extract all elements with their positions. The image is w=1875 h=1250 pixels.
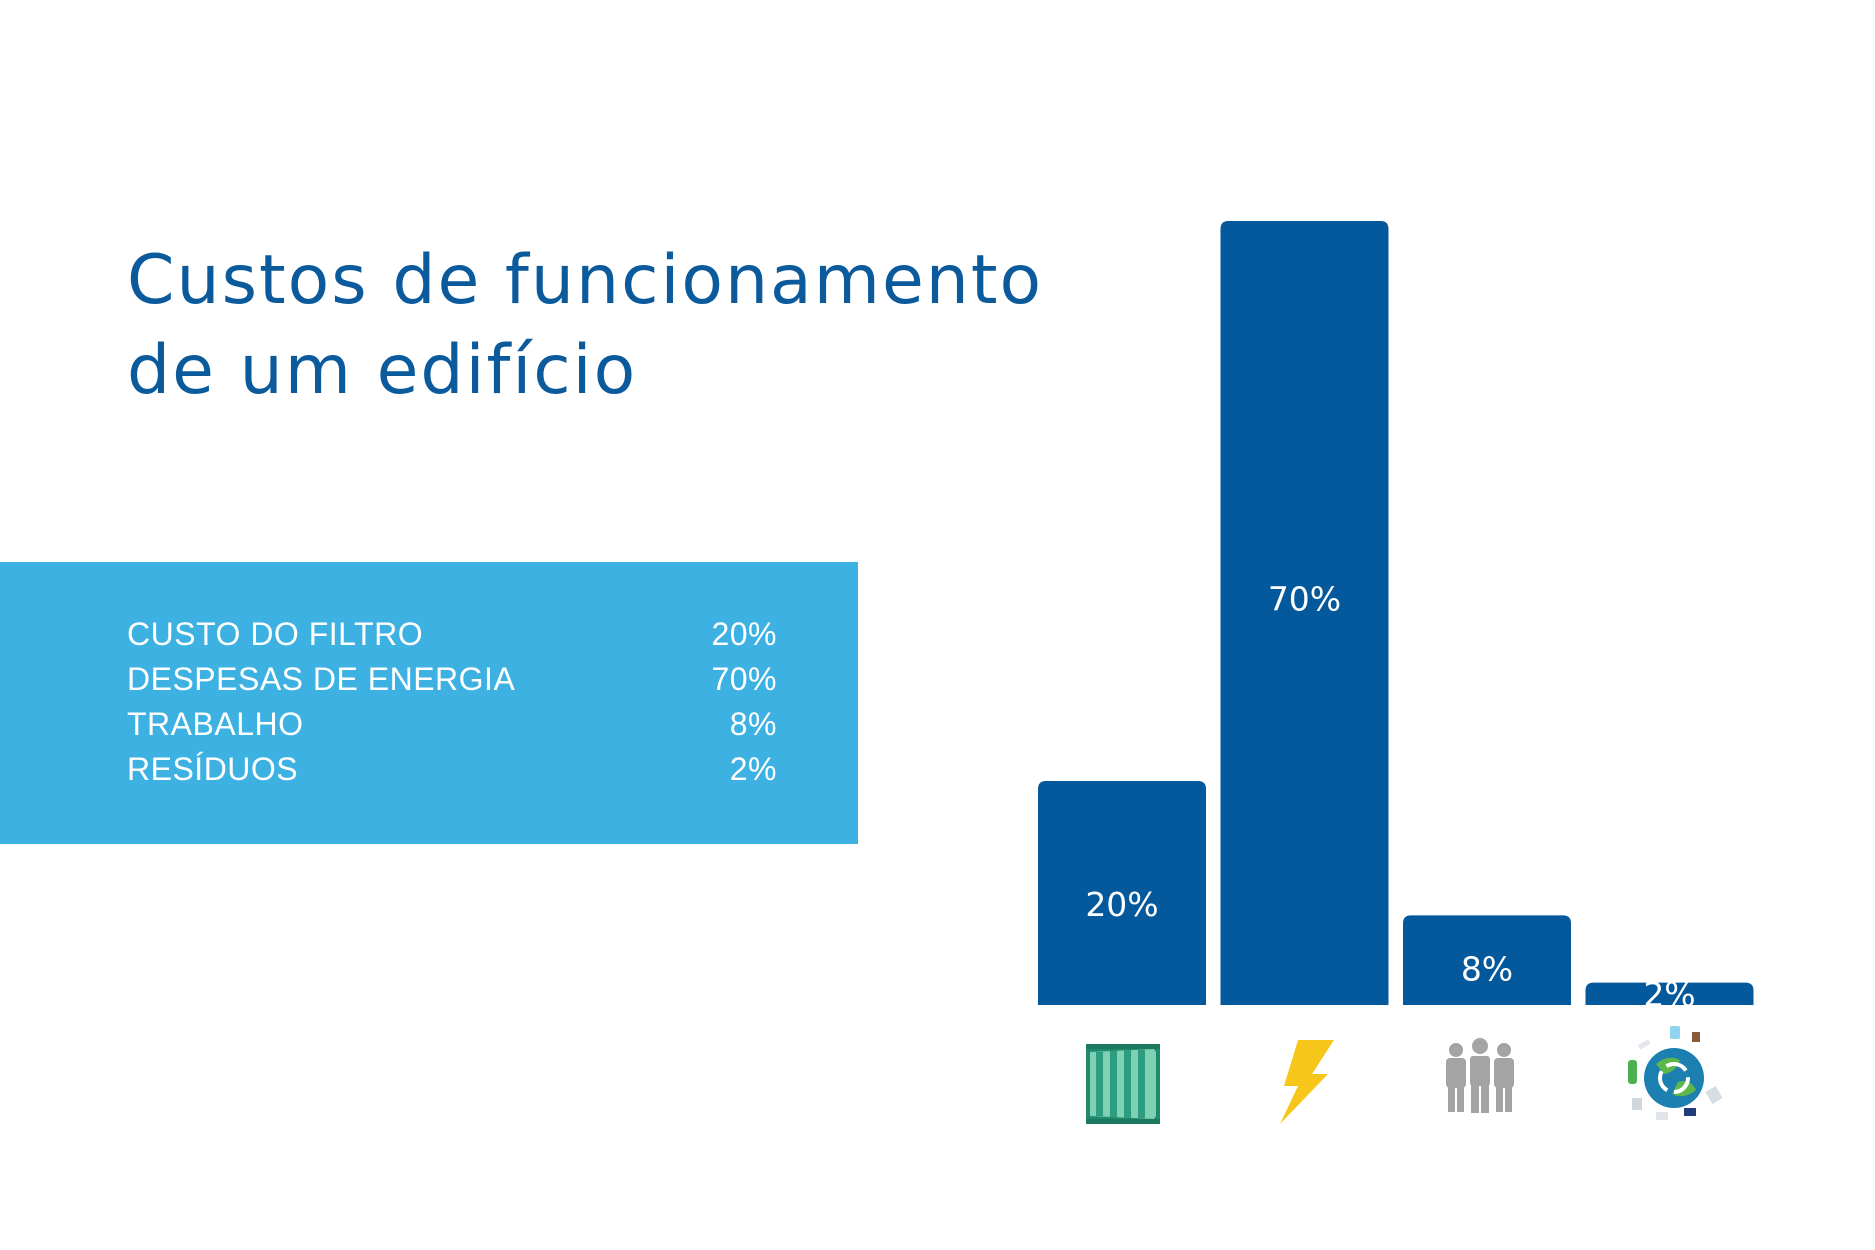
workers-icon xyxy=(1446,1038,1514,1113)
bar-label-energy: 70% xyxy=(1268,580,1341,619)
bar-labor xyxy=(1403,915,1571,1005)
bar-waste xyxy=(1585,982,1754,1005)
legend-row-labor: TRABALHO 8% xyxy=(127,702,777,746)
legend-label-waste: RESÍDUOS xyxy=(127,751,299,787)
recycling-globe-icon xyxy=(1628,1026,1723,1120)
legend-row-waste: RESÍDUOS 2% xyxy=(127,747,777,791)
bar-energy xyxy=(1220,221,1389,1005)
legend-value-labor: 8% xyxy=(729,706,777,742)
bar-label-filter: 20% xyxy=(1085,885,1158,924)
lightning-bolt-icon xyxy=(1280,1040,1334,1124)
bar-filter xyxy=(1038,781,1206,1005)
bars-group: 20% 70% 8% 2% xyxy=(1038,221,1754,1014)
legend-label-energy: DESPESAS DE ENERGIA xyxy=(127,661,516,697)
chart-title-line-1: Custos de funcionamento xyxy=(127,241,1044,320)
legend-row-filter: CUSTO DO FILTRO 20% xyxy=(127,612,777,656)
chart-title: Custos de funcionamento de um edifício xyxy=(127,236,1127,416)
bar-label-labor: 8% xyxy=(1461,949,1513,988)
bar-label-waste: 2% xyxy=(1643,975,1695,1014)
chart-title-line-2: de um edifício xyxy=(127,331,638,410)
legend-label-labor: TRABALHO xyxy=(127,706,304,742)
legend-row-energy: DESPESAS DE ENERGIA 70% xyxy=(127,657,777,701)
legend-label-filter: CUSTO DO FILTRO xyxy=(127,616,424,652)
legend-box: CUSTO DO FILTRO 20% DESPESAS DE ENERGIA … xyxy=(0,562,858,844)
legend-value-filter: 20% xyxy=(711,616,777,652)
legend-value-waste: 2% xyxy=(729,751,777,787)
legend-value-energy: 70% xyxy=(711,661,777,697)
category-icons xyxy=(1086,1026,1723,1124)
air-filter-icon xyxy=(1086,1044,1160,1124)
